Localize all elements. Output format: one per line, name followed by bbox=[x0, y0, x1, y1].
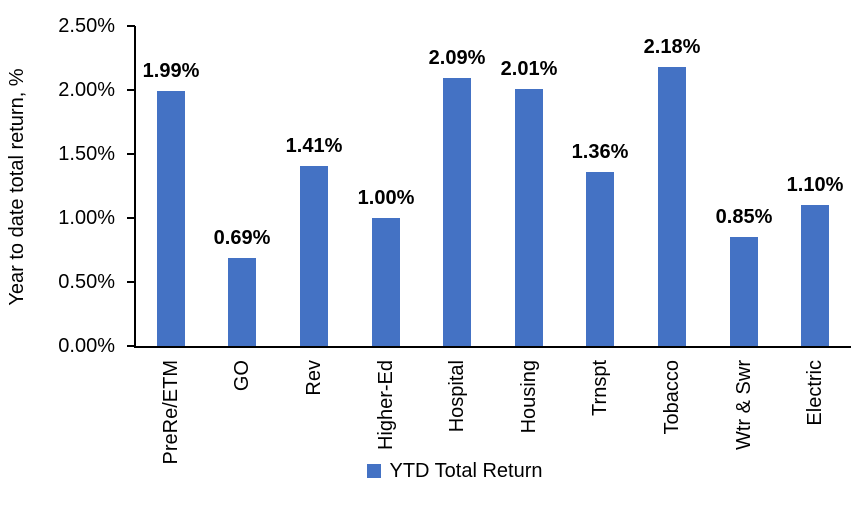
bar bbox=[658, 67, 686, 346]
y-tick-label: 2.00% bbox=[58, 79, 115, 101]
legend: YTD Total Return bbox=[0, 458, 852, 484]
bar bbox=[586, 172, 614, 346]
bar bbox=[730, 237, 758, 346]
bar-value-label: 1.00% bbox=[357, 187, 415, 209]
y-tick-mark bbox=[127, 345, 135, 347]
bar bbox=[157, 91, 185, 346]
bar-value-label: 1.99% bbox=[142, 60, 200, 82]
y-tick-label: 1.50% bbox=[58, 143, 115, 165]
bar-value-label: 0.85% bbox=[715, 206, 773, 228]
bar-value-label: 2.09% bbox=[428, 47, 486, 69]
bar-value-label: 2.18% bbox=[643, 36, 701, 58]
bar bbox=[228, 258, 256, 346]
bar-value-label: 1.41% bbox=[285, 135, 343, 157]
y-tick-mark bbox=[127, 153, 135, 155]
y-tick-label: 0.50% bbox=[58, 271, 115, 293]
y-axis-line bbox=[134, 26, 136, 348]
y-tick-mark bbox=[127, 25, 135, 27]
bar bbox=[372, 218, 400, 346]
x-axis-line bbox=[134, 346, 851, 348]
bar bbox=[801, 205, 829, 346]
bar-value-label: 2.01% bbox=[500, 58, 558, 80]
legend-swatch bbox=[367, 464, 382, 478]
y-tick-mark bbox=[127, 217, 135, 219]
bar-value-label: 1.36% bbox=[571, 141, 629, 163]
y-tick-label: 2.50% bbox=[58, 15, 115, 37]
bar bbox=[515, 89, 543, 346]
y-tick-label: 0.00% bbox=[58, 335, 115, 357]
y-tick-mark bbox=[127, 281, 135, 283]
bar bbox=[300, 166, 328, 346]
bar-value-label: 0.69% bbox=[213, 227, 271, 249]
legend-label: YTD Total Return bbox=[389, 460, 543, 482]
bar bbox=[443, 78, 471, 346]
y-tick-label: 1.00% bbox=[58, 207, 115, 229]
y-tick-mark bbox=[127, 89, 135, 91]
bar-value-label: 1.10% bbox=[786, 174, 844, 196]
